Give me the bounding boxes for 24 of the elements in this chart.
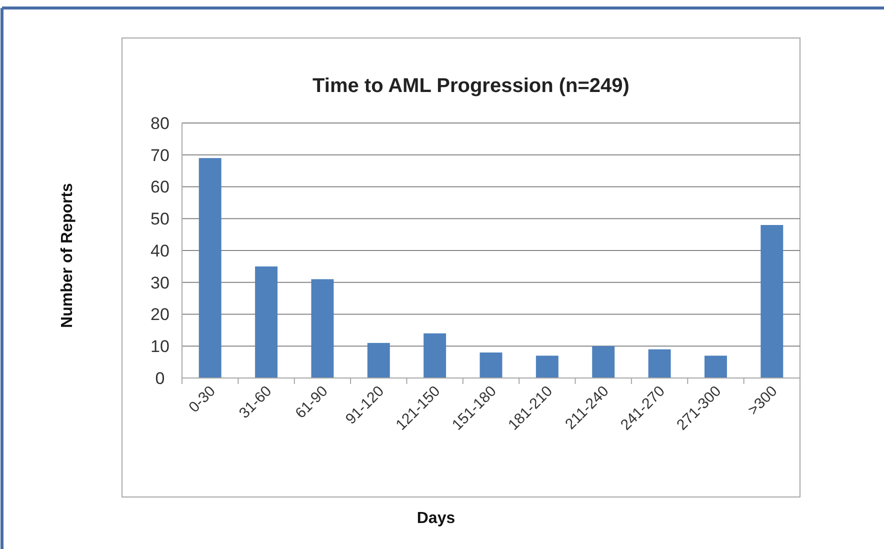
bar xyxy=(255,266,278,378)
y-tick-label: 60 xyxy=(150,178,170,197)
bar xyxy=(704,356,727,378)
bar xyxy=(367,342,390,378)
bar xyxy=(592,346,615,378)
bar xyxy=(311,279,334,378)
y-tick-label: 0 xyxy=(155,368,165,388)
y-tick-label: 10 xyxy=(150,337,170,356)
chart-title: Time to AML Progression (n=249) xyxy=(312,75,630,97)
bar xyxy=(760,225,784,378)
y-tick-label: 30 xyxy=(150,273,170,292)
bar xyxy=(536,356,558,378)
bar xyxy=(648,349,671,378)
x-axis-title: Days xyxy=(416,510,456,527)
y-tick-label: 70 xyxy=(150,146,170,165)
bar xyxy=(480,352,502,378)
bar xyxy=(198,158,222,378)
bar xyxy=(424,333,446,378)
y-tick-label: 50 xyxy=(150,210,170,229)
y-axis-title: Number of Reports xyxy=(59,182,76,328)
y-tick-label: 80 xyxy=(150,114,170,133)
x-tick-label: 0-30 xyxy=(186,382,219,416)
y-tick-label: 40 xyxy=(150,241,170,260)
y-tick-label: 20 xyxy=(150,305,170,324)
